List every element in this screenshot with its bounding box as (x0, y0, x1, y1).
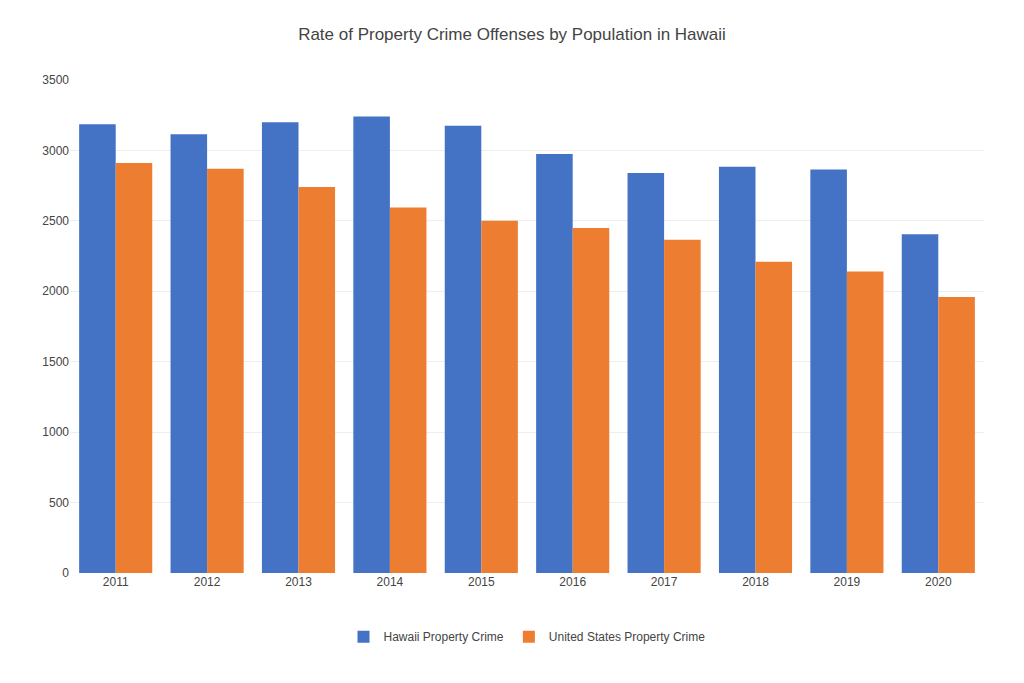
svg-text:1000: 1000 (42, 425, 69, 439)
svg-text:2015: 2015 (468, 575, 495, 589)
svg-text:3000: 3000 (42, 144, 69, 158)
svg-text:2500: 2500 (42, 214, 69, 228)
svg-text:0: 0 (62, 566, 69, 580)
svg-text:Hawaii Property Crime: Hawaii Property Crime (384, 630, 504, 644)
svg-text:2019: 2019 (834, 575, 861, 589)
svg-text:2012: 2012 (194, 575, 221, 589)
svg-text:2020: 2020 (925, 575, 952, 589)
svg-text:2011: 2011 (103, 575, 129, 589)
svg-text:500: 500 (49, 496, 69, 510)
svg-text:3500: 3500 (42, 73, 69, 87)
svg-text:2017: 2017 (651, 575, 678, 589)
svg-text:2016: 2016 (559, 575, 586, 589)
svg-text:2014: 2014 (377, 575, 404, 589)
svg-text:United States Property Crime: United States Property Crime (549, 630, 705, 644)
svg-text:1500: 1500 (42, 355, 69, 369)
svg-text:2000: 2000 (42, 284, 69, 298)
svg-text:Rate of Property Crime Offense: Rate of Property Crime Offenses by Popul… (298, 25, 726, 44)
svg-text:2018: 2018 (742, 575, 769, 589)
svg-text:2013: 2013 (285, 575, 312, 589)
